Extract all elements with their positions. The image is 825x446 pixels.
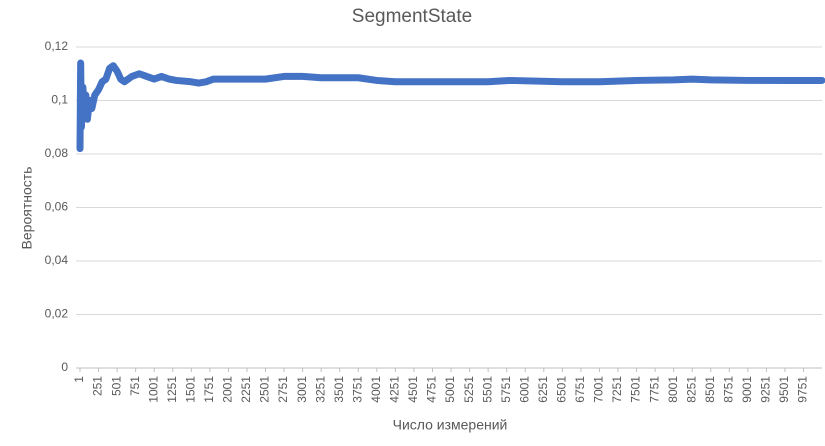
x-tick-label: 7251 xyxy=(610,376,624,403)
x-tick-label: 8001 xyxy=(666,376,680,403)
x-tick-label: 4751 xyxy=(425,376,439,403)
x-tick-label: 7501 xyxy=(629,376,643,403)
x-tick-label: 4001 xyxy=(369,376,383,403)
x-tick-label: 2501 xyxy=(258,376,272,403)
y-tick-label: 0,04 xyxy=(45,253,69,267)
y-axis-label: Вероятность xyxy=(19,167,35,250)
y-tick-label: 0,06 xyxy=(45,200,69,214)
y-tick-label: 0,12 xyxy=(45,39,69,53)
y-tick-label: 0,08 xyxy=(45,146,69,160)
x-tick-label: 6501 xyxy=(555,376,569,403)
x-tick-label: 501 xyxy=(109,376,123,396)
x-tick-label: 1501 xyxy=(183,376,197,403)
x-tick-label: 1 xyxy=(72,376,86,383)
x-tick-label: 9251 xyxy=(759,376,773,403)
y-tick-label: 0,02 xyxy=(45,307,69,321)
x-tick-label: 5751 xyxy=(499,376,513,403)
x-tick-label: 7751 xyxy=(647,376,661,403)
x-tick-label: 9751 xyxy=(796,376,810,403)
x-tick-label: 4251 xyxy=(388,376,402,403)
x-tick-label: 1751 xyxy=(202,376,216,403)
chart-title: SegmentState xyxy=(352,6,472,27)
x-tick-label: 8501 xyxy=(703,376,717,403)
x-tick-label: 751 xyxy=(128,376,142,396)
x-tick-label: 7001 xyxy=(592,376,606,403)
x-tick-label: 1251 xyxy=(165,376,179,403)
x-tick-label: 3001 xyxy=(295,376,309,403)
x-tick-label: 1001 xyxy=(146,376,160,403)
x-tick-label: 8751 xyxy=(721,376,735,403)
x-tick-label: 5501 xyxy=(480,376,494,403)
x-tick-label: 9001 xyxy=(740,376,754,403)
x-tick-label: 9501 xyxy=(777,376,791,403)
x-tick-label: 3751 xyxy=(350,376,364,403)
x-tick-label: 8251 xyxy=(684,376,698,403)
y-tick-label: 0 xyxy=(61,360,68,374)
x-tick-label: 2001 xyxy=(221,376,235,403)
data-line xyxy=(76,59,825,153)
y-tick-label: 0,1 xyxy=(51,93,68,107)
x-tick-label: 3501 xyxy=(332,376,346,403)
x-tick-label: 6751 xyxy=(573,376,587,403)
x-tick-label: 5001 xyxy=(443,376,457,403)
x-tick-label: 6001 xyxy=(517,376,531,403)
x-tick-label: 251 xyxy=(91,376,105,396)
x-tick-label: 4501 xyxy=(406,376,420,403)
x-tick-label: 2251 xyxy=(239,376,253,403)
x-tick-label: 2751 xyxy=(276,376,290,403)
x-tick-label: 6251 xyxy=(536,376,550,403)
x-tick-label: 5251 xyxy=(462,376,476,403)
x-axis-label: Число измерений xyxy=(393,417,508,433)
x-tick-label: 3251 xyxy=(313,376,327,403)
